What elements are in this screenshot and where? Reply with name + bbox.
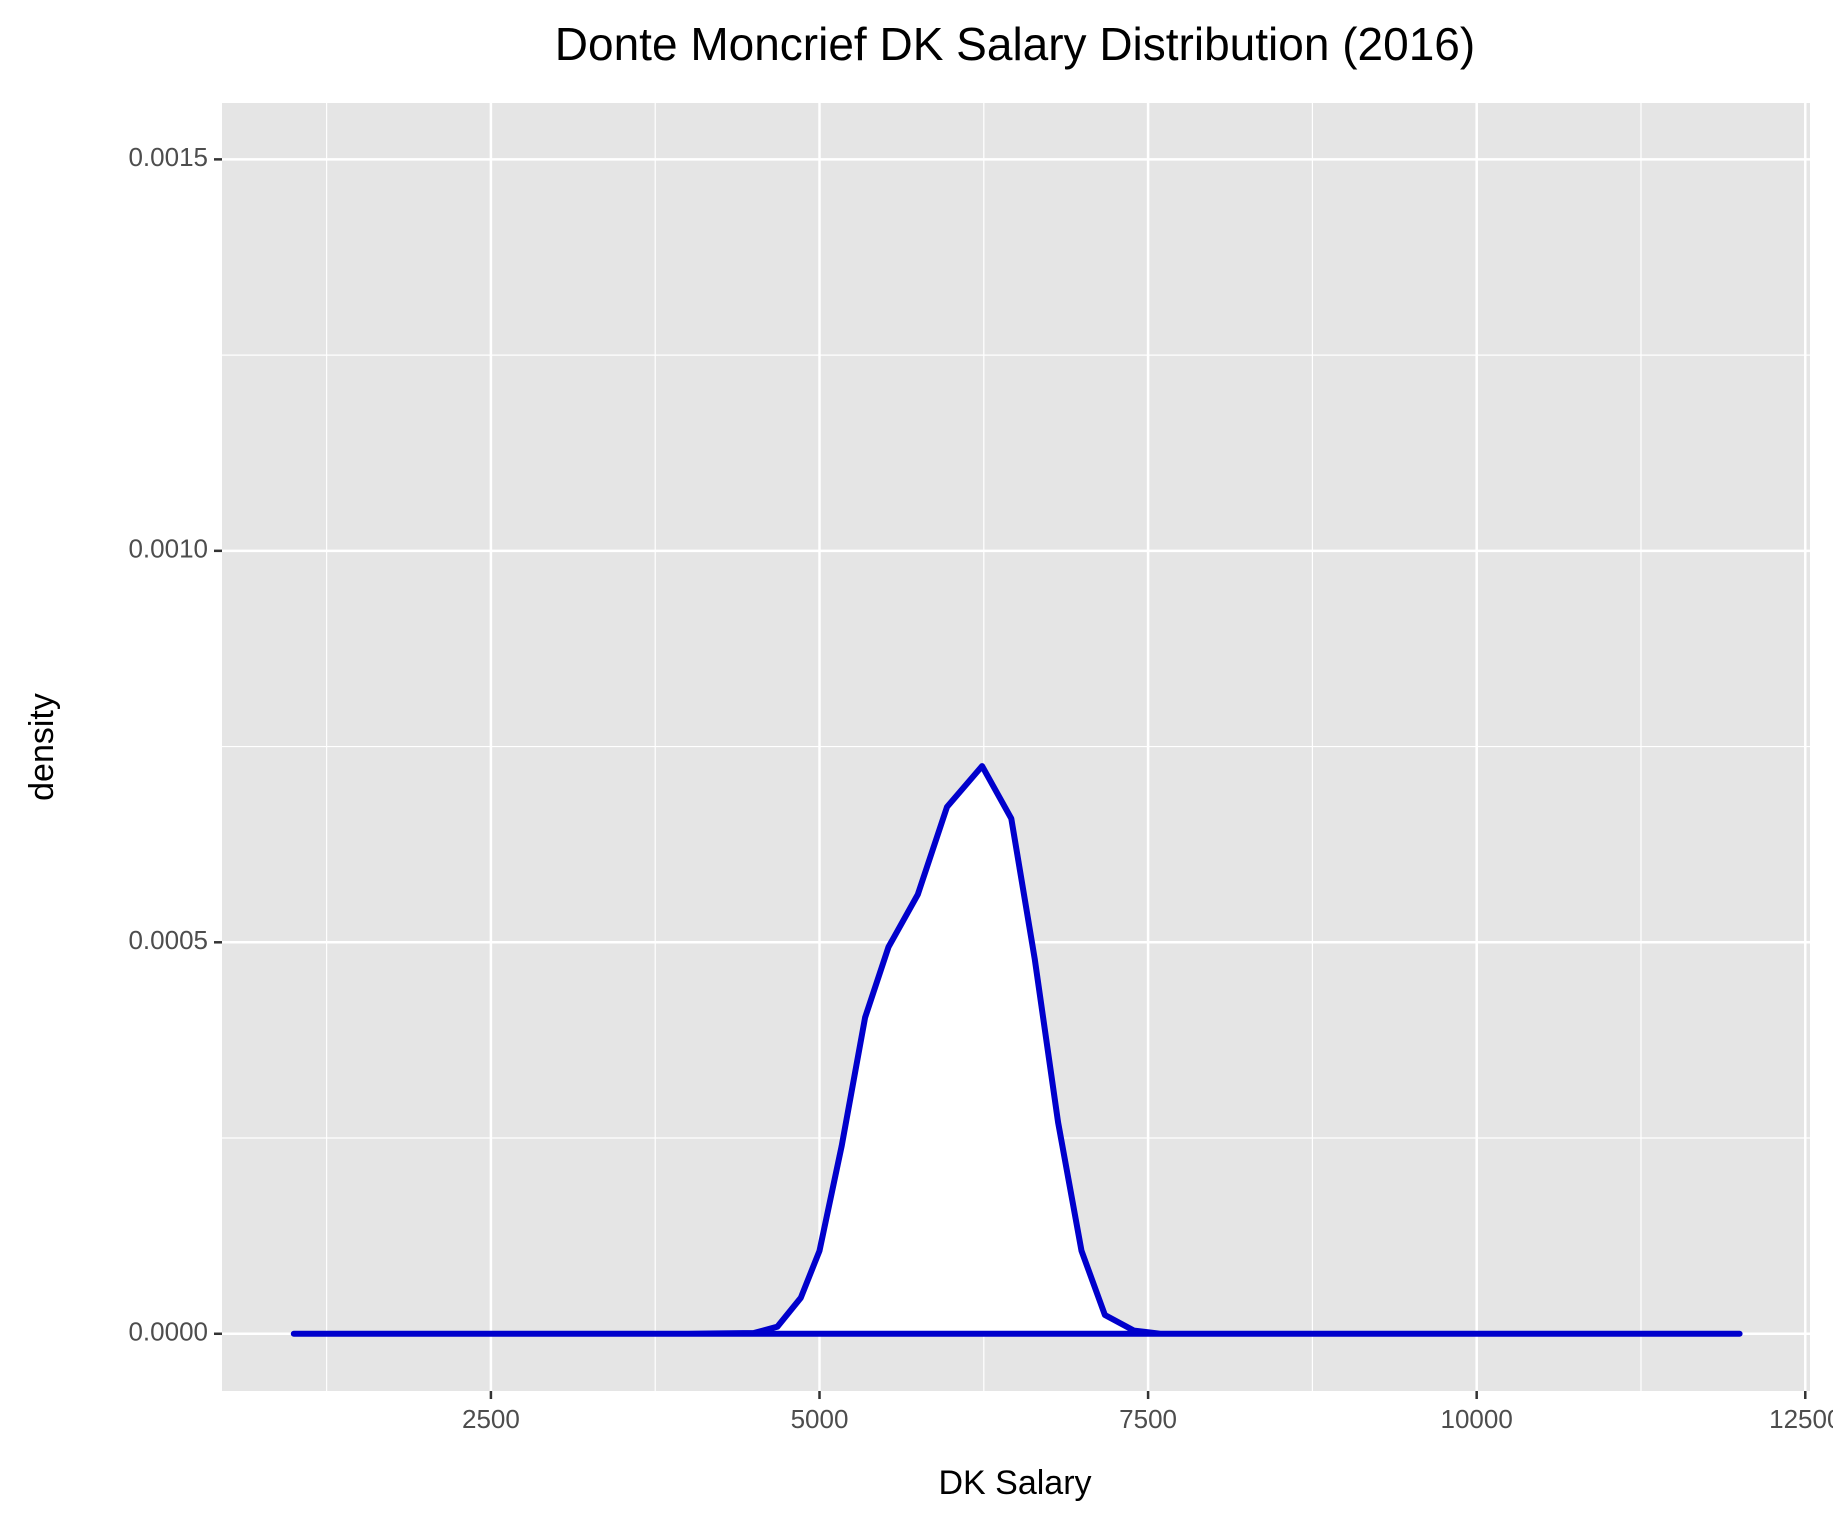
y-axis-label: density: [23, 693, 61, 801]
x-tick-label: 7500: [1119, 1404, 1177, 1434]
y-tick-label: 0.0005: [128, 925, 208, 955]
x-tick-label: 2500: [462, 1404, 520, 1434]
x-axis-label: DK Salary: [938, 1464, 1091, 1502]
y-tick-label: 0.0015: [128, 142, 208, 172]
y-tick-label: 0.0000: [128, 1317, 208, 1347]
density-area: [293, 766, 1740, 1334]
density-line: [290, 763, 1743, 1337]
x-tick-label: 5000: [791, 1404, 849, 1434]
y-tick-label: 0.0010: [128, 534, 208, 564]
x-tick-label: 10000: [1441, 1404, 1513, 1434]
chart-title: Donte Moncrief DK Salary Distribution (2…: [555, 18, 1475, 70]
